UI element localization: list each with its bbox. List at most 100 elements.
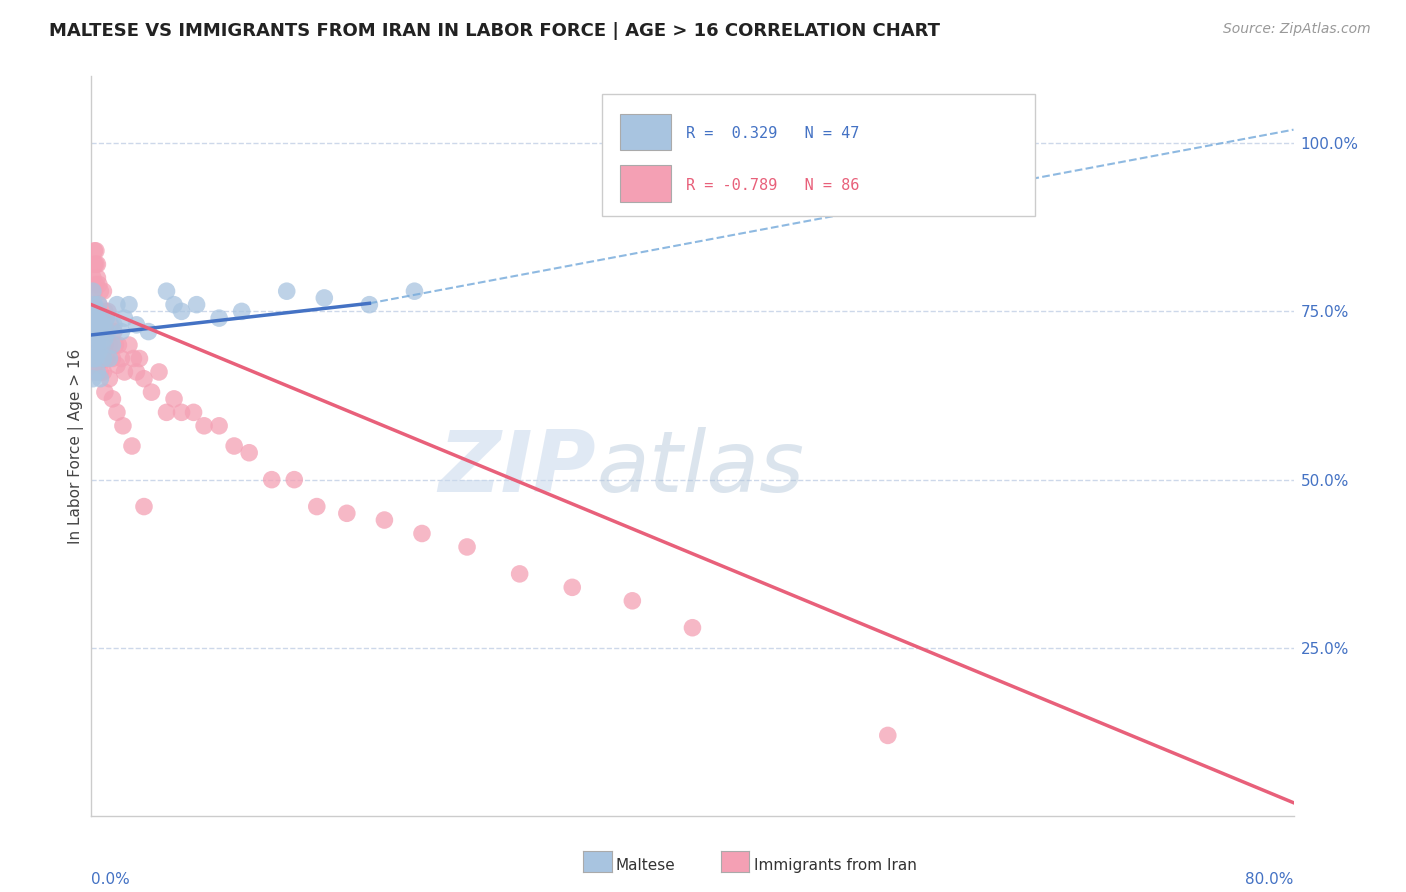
Point [104,338,127,352]
Point [132,500,155,514]
Point [83,338,105,352]
Point [86,270,108,285]
Point [105,298,128,312]
Text: Maltese: Maltese [616,858,675,872]
Point [94,338,117,352]
Point [83,257,105,271]
Point [86,358,108,372]
Point [208,418,231,433]
Point [86,365,108,379]
Point [681,621,703,635]
Point [82,270,104,285]
Point [84,304,107,318]
Point [96,351,118,366]
Point [98,338,121,352]
Point [224,439,246,453]
Point [121,439,143,453]
Point [87,351,110,366]
Point [373,513,395,527]
Point [90,338,112,352]
Point [87,318,110,332]
Point [93,351,115,366]
Point [105,358,128,372]
Point [90,311,112,326]
Point [84,351,107,366]
Point [98,351,121,366]
Point [148,365,170,379]
Point [82,351,104,366]
Point [89,325,111,339]
Point [93,325,115,339]
Point [87,277,110,292]
Point [155,284,177,298]
Point [404,284,426,298]
Point [163,298,186,312]
Text: ZIP: ZIP [439,426,596,509]
Point [276,284,298,298]
Point [83,351,105,366]
Point [231,304,253,318]
Point [83,284,105,298]
Point [83,338,105,352]
Text: atlas: atlas [596,426,804,509]
Point [105,405,128,419]
Point [89,372,111,386]
Point [114,311,136,326]
Point [89,365,111,379]
Point [118,298,141,312]
Point [86,311,108,326]
Text: Immigrants from Iran: Immigrants from Iran [754,858,917,872]
Point [82,298,104,312]
Point [132,372,155,386]
Point [82,351,104,366]
Point [107,338,129,352]
Point [84,304,107,318]
Point [96,311,118,326]
Point [90,351,112,366]
Point [87,298,110,312]
Point [97,304,120,318]
Point [94,385,117,400]
Point [336,506,359,520]
Point [359,298,381,312]
Point [86,311,108,326]
Point [89,325,111,339]
FancyBboxPatch shape [602,95,1035,217]
Point [193,418,215,433]
Point [561,580,583,594]
Point [114,365,136,379]
Point [411,526,433,541]
Point [87,298,110,312]
Point [83,311,105,326]
Point [238,446,260,460]
Point [83,318,105,332]
Point [86,338,108,352]
Point [125,318,148,332]
Point [84,244,107,258]
Point [89,325,111,339]
Text: MALTESE VS IMMIGRANTS FROM IRAN IN LABOR FORCE | AGE > 16 CORRELATION CHART: MALTESE VS IMMIGRANTS FROM IRAN IN LABOR… [49,22,941,40]
Point [110,351,132,366]
Point [183,405,205,419]
Point [87,304,110,318]
Point [876,728,898,742]
Point [125,365,148,379]
Point [82,325,104,339]
Point [101,392,124,406]
Point [84,331,107,345]
Point [96,325,118,339]
Point [82,325,104,339]
Point [84,277,107,292]
Point [82,372,104,386]
Point [90,338,112,352]
Text: R = -0.789   N = 86: R = -0.789 N = 86 [686,178,860,193]
Point [128,351,150,366]
Point [118,338,141,352]
Point [90,311,112,326]
Point [103,325,125,339]
Point [122,351,145,366]
Point [621,594,644,608]
Point [84,325,107,339]
Text: Source: ZipAtlas.com: Source: ZipAtlas.com [1223,22,1371,37]
FancyBboxPatch shape [620,165,671,202]
